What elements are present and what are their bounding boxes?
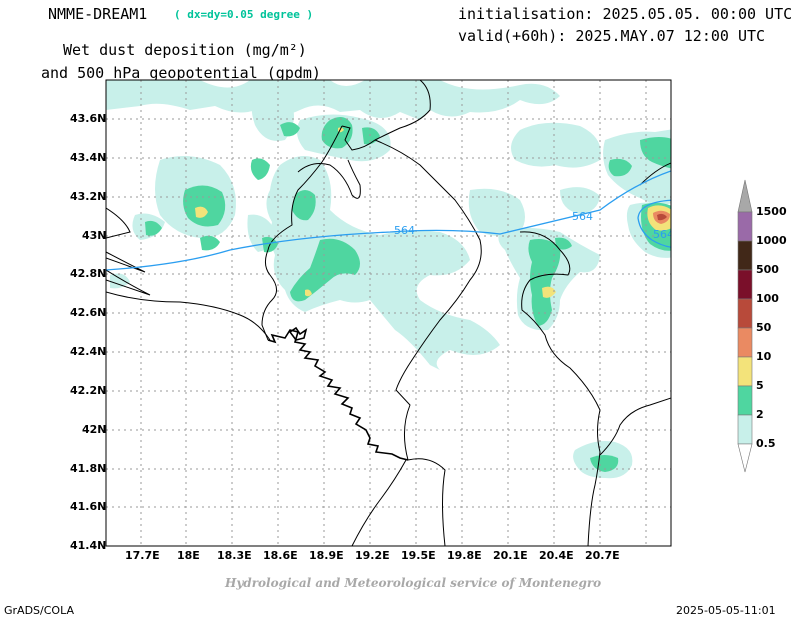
y-tick-label: 41.6N — [70, 500, 107, 513]
geopotential-contour: 564 564 564 — [106, 170, 674, 271]
y-tick-label: 43.4N — [70, 151, 107, 164]
y-tick-label: 42.8N — [70, 267, 107, 280]
colorbar-label: 0.5 — [756, 437, 776, 450]
colorbar-label: 100 — [756, 292, 779, 305]
y-tick-label: 41.8N — [70, 462, 107, 475]
y-tick-label: 43N — [82, 229, 107, 242]
x-tick-label: 17.7E — [125, 549, 160, 562]
y-tick-label: 42N — [82, 423, 107, 436]
deposition-field — [106, 80, 671, 479]
y-tick-label: 43.2N — [70, 190, 107, 203]
colorbar-label: 10 — [756, 350, 772, 363]
contour-label: 564 — [572, 210, 593, 223]
y-tick-label: 43.6N — [70, 112, 107, 125]
resolution-label: ( dx=dy=0.05 degree ) — [174, 8, 314, 21]
variable-title-line1: Wet dust deposition (mg/m²) — [63, 41, 307, 59]
contour-label: 564 — [394, 224, 415, 237]
x-tick-label: 20.1E — [493, 549, 528, 562]
y-tick-label: 42.4N — [70, 345, 107, 358]
x-tick-label: 18.9E — [309, 549, 344, 562]
model-name: NMME-DREAM1 — [48, 5, 148, 23]
colorbar-label: 5 — [756, 379, 764, 392]
x-tick-label: 18.6E — [263, 549, 298, 562]
grid-lines — [106, 80, 671, 546]
x-tick-label: 18.3E — [217, 549, 252, 562]
credit-text: Hydrological and Meteorological service … — [225, 576, 602, 590]
x-tick-label: 18E — [177, 549, 200, 562]
colorbar-label: 1000 — [756, 234, 787, 247]
y-tick-label: 41.4N — [70, 539, 107, 552]
x-tick-label: 19.2E — [355, 549, 390, 562]
country-borders — [106, 80, 671, 546]
x-tick-label: 19.5E — [401, 549, 436, 562]
colorbar — [737, 179, 753, 473]
variable-title-line2: and 500 hPa geopotential (gpdm) — [41, 64, 321, 82]
colorbar-label: 1500 — [756, 205, 787, 218]
colorbar-label: 500 — [756, 263, 779, 276]
y-tick-label: 42.2N — [70, 384, 107, 397]
initialisation-time: initialisation: 2025.05.05. 00:00 UTC — [458, 5, 793, 23]
x-tick-label: 20.4E — [539, 549, 574, 562]
x-tick-label: 20.7E — [585, 549, 620, 562]
coastline — [267, 329, 409, 461]
software-label: GrADS/COLA — [4, 604, 74, 617]
y-tick-label: 42.6N — [70, 306, 107, 319]
colorbar-label: 50 — [756, 321, 772, 334]
x-tick-label: 19.8E — [447, 549, 482, 562]
generation-timestamp: 2025-05-05-11:01 — [676, 604, 776, 617]
island — [288, 326, 308, 341]
colorbar-label: 2 — [756, 408, 764, 421]
valid-time: valid(+60h): 2025.MAY.07 12:00 UTC — [458, 27, 766, 45]
map-frame — [105, 79, 672, 547]
contour-label: 564 — [653, 228, 674, 241]
